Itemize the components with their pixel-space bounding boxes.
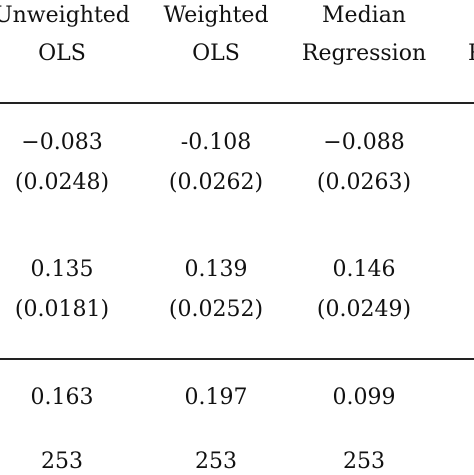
table-cell-se: (0.0248): [14, 170, 110, 195]
column-header-median-line2: Regression: [301, 41, 427, 66]
table-cell-se: (0.0263): [316, 170, 412, 195]
column-header-cutoff: R: [468, 41, 474, 67]
table-cell-coef: 0.139: [184, 257, 248, 282]
table-cell-stat: 253: [343, 449, 385, 474]
table-cell-coef: −0.083: [21, 130, 103, 155]
table-cell-stat: 0.163: [30, 385, 94, 410]
table-cell-coef: 0.135: [30, 257, 94, 282]
table-cell-coef: −0.088: [323, 130, 405, 155]
column-header-weighted-line1: Weighted: [163, 3, 269, 28]
column-header-median-line1: Median: [322, 3, 406, 28]
table-cell-se: (0.0252): [168, 297, 264, 322]
table-rule-middle: [0, 358, 474, 360]
table-cell-se: (0.0262): [168, 170, 264, 195]
table-cell-se: (0.0181): [14, 297, 110, 322]
column-header-unweighted-line1: Unweighted: [0, 3, 130, 28]
column-header-weighted-line2: OLS: [192, 41, 240, 66]
table-cell-stat: 253: [41, 449, 83, 474]
table-cell-stat: 253: [195, 449, 237, 474]
table-cell-coef: -0.108: [180, 130, 252, 155]
table-cell-stat: 0.197: [184, 385, 248, 410]
table-rule-top: [0, 102, 474, 104]
table-cell-se: (0.0249): [316, 297, 412, 322]
table-cell-coef: 0.146: [332, 257, 396, 282]
column-header-unweighted-line2: OLS: [38, 41, 86, 66]
table-cell-stat: 0.099: [332, 385, 396, 410]
